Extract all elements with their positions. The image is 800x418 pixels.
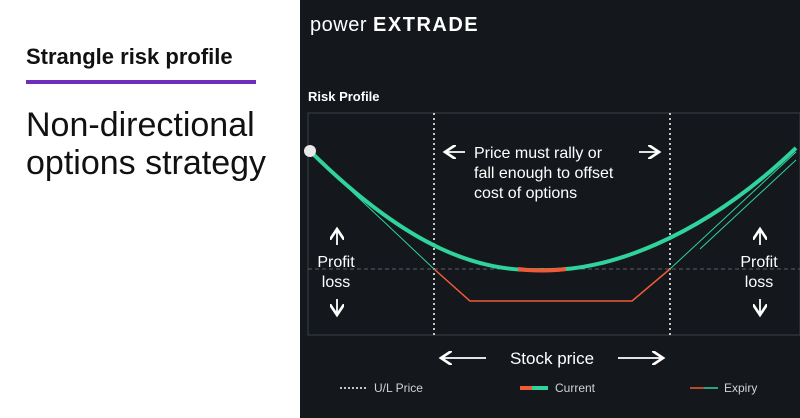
legend-current-label: Current (555, 381, 596, 395)
legend-ul-price-label: U/L Price (374, 381, 423, 395)
curve-start-dot (304, 145, 316, 157)
left-profit-label: Profit (317, 254, 355, 271)
page-title: Strangle risk profile (26, 44, 233, 69)
chart-frame (307, 112, 800, 336)
left-panel: Strangle risk profile Non-directional op… (0, 0, 300, 418)
stock-price-label: Stock price (510, 349, 594, 368)
annotation-line-2: fall enough to offset (474, 165, 614, 182)
risk-profile-chart: Price must rally or fall enough to offse… (304, 112, 800, 395)
logo-prefix: power (310, 14, 367, 36)
legend-expiry-label: Expiry (724, 381, 757, 395)
expiry-line-right-extension (699, 159, 797, 250)
title-underline (26, 80, 256, 84)
logo-brand: EXTRADE (373, 14, 480, 36)
right-loss-label: loss (745, 274, 773, 291)
left-loss-label: loss (322, 274, 350, 291)
annotation-line-1: Price must rally or (474, 145, 603, 162)
current-curve-loss-segment (517, 267, 567, 273)
expiry-line-loss (433, 268, 671, 302)
risk-profile-label: Risk Profile (308, 89, 380, 104)
brand-logo: power EXTRADE (310, 14, 479, 37)
right-profit-label: Profit (740, 254, 778, 271)
annotation-line-3: cost of options (474, 185, 577, 202)
chart-panel: power EXTRADE Risk Profile Price must ra… (300, 0, 800, 418)
page-subtitle: Non-directional options strategy (26, 106, 267, 182)
